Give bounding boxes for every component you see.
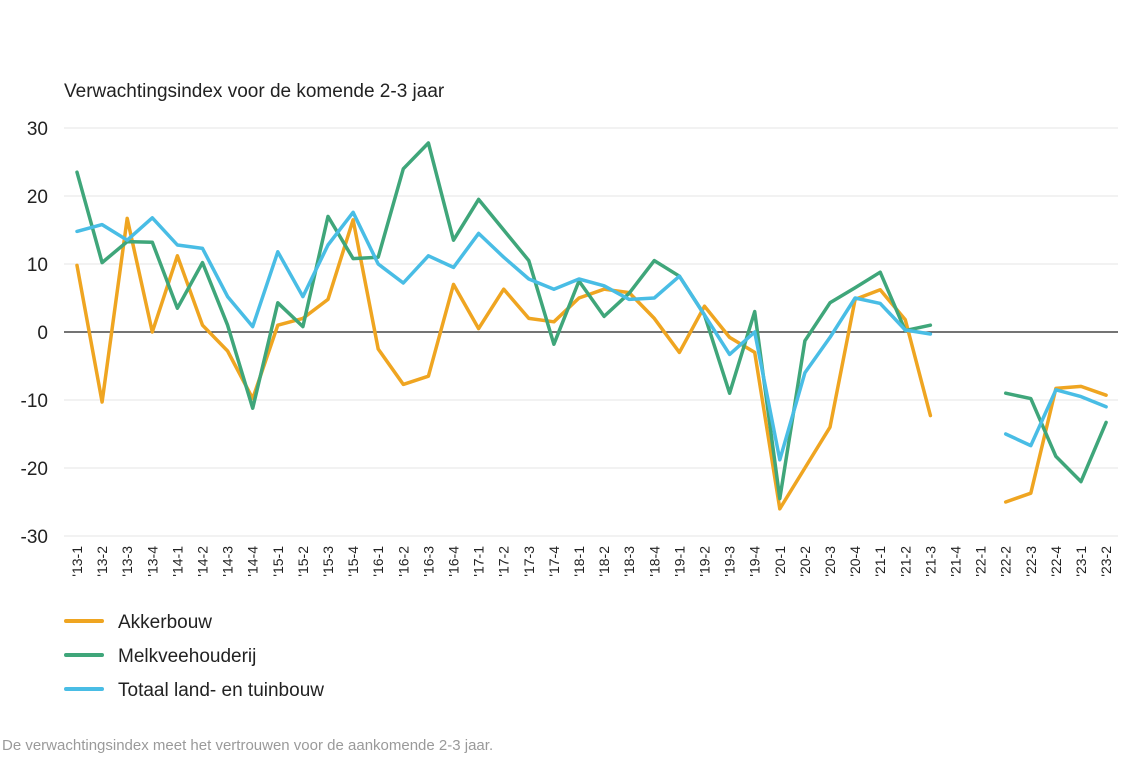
chart-title: Verwachtingsindex voor de komende 2-3 ja… <box>64 81 445 102</box>
x-axis-ticks: '13-1 '13-2 '13-3 '13-4 '14-1 '14-2 '14-3 '14-4… <box>69 546 1114 577</box>
x-tick-label: '23-1 <box>1073 546 1089 577</box>
x-tick-label: '15-4 <box>345 546 361 577</box>
series-line-2 <box>1003 388 1108 448</box>
footnote: De verwachtingsindex meet het vertrouwen… <box>2 737 494 754</box>
x-tick-label: '16-1 <box>370 546 386 577</box>
series-line-0 <box>75 216 933 511</box>
series-line-1 <box>1003 391 1108 484</box>
series-line-2 <box>75 210 933 462</box>
x-tick-label: '16-3 <box>420 546 436 577</box>
x-tick-label: '20-2 <box>797 546 813 577</box>
x-tick-label: '14-4 <box>245 546 261 577</box>
x-tick-label: '15-3 <box>320 546 336 577</box>
x-tick-label: '21-3 <box>922 546 938 577</box>
x-tick-label: '17-4 <box>546 546 562 577</box>
x-tick-label: '13-3 <box>119 546 135 577</box>
x-tick-label: '20-4 <box>847 546 863 577</box>
x-tick-label: '17-2 <box>496 546 512 577</box>
x-tick-label: '19-3 <box>722 546 738 577</box>
legend: Akkerbouw Melkveehouderij Totaal land- en … <box>64 612 324 701</box>
x-tick-label: '21-4 <box>948 546 964 577</box>
x-tick-label: '18-1 <box>571 546 587 577</box>
x-tick-label: '18-3 <box>621 546 637 577</box>
x-tick-label: '16-2 <box>395 546 411 577</box>
y-tick-label: 30 <box>27 119 48 140</box>
series-lines <box>75 141 1108 511</box>
x-tick-label: '19-1 <box>671 546 687 577</box>
x-tick-label: '22-4 <box>1048 546 1064 577</box>
x-tick-label: '23-2 <box>1098 546 1114 577</box>
x-tick-label: '14-2 <box>195 546 211 577</box>
legend-label: Akkerbouw <box>118 612 212 633</box>
x-tick-label: '18-4 <box>646 546 662 577</box>
gridlines <box>64 127 1118 537</box>
x-tick-label: '15-1 <box>270 546 286 577</box>
x-tick-label: '19-4 <box>747 546 763 577</box>
line-chart: Verwachtingsindex voor de komende 2-3 ja… <box>21 81 1118 701</box>
x-tick-label: '22-3 <box>1023 546 1039 577</box>
x-tick-label: '15-2 <box>295 546 311 577</box>
y-tick-label: 10 <box>27 255 48 276</box>
legend-label: Melkveehouderij <box>118 646 256 667</box>
x-tick-label: '20-1 <box>772 546 788 577</box>
series-line-1 <box>75 141 933 501</box>
x-tick-label: '20-3 <box>822 546 838 577</box>
y-tick-label: 0 <box>37 323 48 344</box>
x-tick-label: '22-2 <box>998 546 1014 577</box>
x-tick-label: '14-3 <box>220 546 236 577</box>
x-tick-label: '13-1 <box>69 546 85 577</box>
y-tick-label: -10 <box>21 391 48 412</box>
x-tick-label: '19-2 <box>697 546 713 577</box>
y-tick-label: 20 <box>27 187 48 208</box>
y-tick-label: -30 <box>21 527 48 548</box>
x-tick-label: '17-1 <box>471 546 487 577</box>
y-tick-label: -20 <box>21 459 48 480</box>
series-line-0 <box>1003 384 1108 504</box>
y-axis-ticks: 30 20 10 0 -10 -20 -30 <box>21 119 48 548</box>
x-tick-label: '17-3 <box>521 546 537 577</box>
x-tick-label: '21-2 <box>897 546 913 577</box>
x-tick-label: '13-2 <box>94 546 110 577</box>
x-tick-label: '18-2 <box>596 546 612 577</box>
x-tick-label: '21-1 <box>872 546 888 577</box>
x-tick-label: '14-1 <box>169 546 185 577</box>
x-tick-label: '16-4 <box>446 546 462 577</box>
x-tick-label: '13-4 <box>144 546 160 577</box>
legend-label: Totaal land- en tuinbouw <box>118 680 324 701</box>
x-tick-label: '22-1 <box>973 546 989 577</box>
